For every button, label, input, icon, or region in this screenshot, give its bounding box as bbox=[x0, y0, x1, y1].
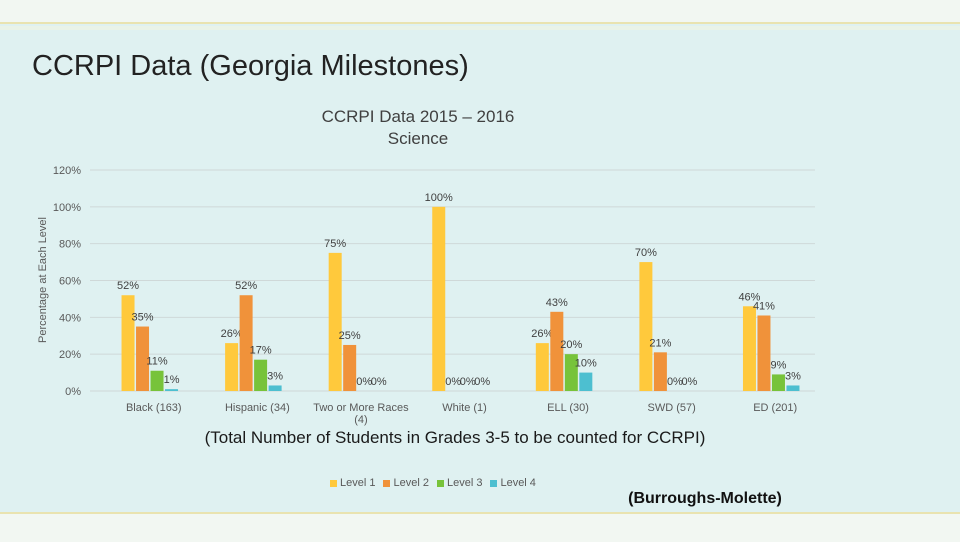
bar-level-1 bbox=[535, 343, 549, 391]
bar-level-3 bbox=[564, 354, 578, 391]
x-tick-label: Black (163) bbox=[126, 402, 182, 414]
y-tick-label: 80% bbox=[59, 239, 81, 251]
data-label: 3% bbox=[267, 370, 283, 382]
data-label: 35% bbox=[132, 312, 154, 324]
bar-level-1 bbox=[742, 306, 756, 391]
x-tick-label: White (1) bbox=[442, 402, 487, 414]
x-tick-label: SWD (57) bbox=[648, 402, 696, 414]
bar-level-3 bbox=[771, 374, 785, 391]
y-tick-label: 60% bbox=[59, 276, 81, 288]
legend-label: Level 1 bbox=[340, 477, 376, 489]
legend-item: Level 3 bbox=[436, 477, 483, 489]
bar-level-4 bbox=[579, 372, 593, 391]
legend-swatch bbox=[383, 479, 391, 487]
bar-level-3 bbox=[150, 370, 164, 391]
bottom-decorative-band bbox=[0, 512, 960, 542]
data-label: 0% bbox=[681, 376, 697, 388]
bar-level-2 bbox=[757, 315, 771, 391]
data-label: 11% bbox=[146, 356, 167, 368]
data-label: 1% bbox=[164, 374, 180, 386]
bar-level-2 bbox=[239, 295, 253, 391]
legend-label: Level 2 bbox=[393, 477, 429, 489]
y-tick-label: 100% bbox=[53, 202, 81, 214]
data-label: 0% bbox=[445, 376, 461, 388]
legend-label: Level 3 bbox=[446, 477, 483, 489]
y-axis-label: Percentage at Each Level bbox=[37, 217, 49, 343]
bar-level-4 bbox=[268, 385, 282, 391]
data-label: 70% bbox=[635, 247, 657, 259]
x-tick-label: Hispanic (34) bbox=[225, 402, 290, 414]
data-label: 0% bbox=[356, 376, 372, 388]
x-tick-label: ED (201) bbox=[753, 402, 797, 414]
x-tick-label: Two or More Races bbox=[313, 402, 409, 414]
data-label: 26% bbox=[531, 328, 553, 340]
chart-footnote: (Total Number of Students in Grades 3-5 … bbox=[204, 428, 706, 447]
data-label: 26% bbox=[221, 328, 243, 340]
data-label: 41% bbox=[753, 300, 775, 312]
legend-item: Level 4 bbox=[490, 477, 536, 489]
bar-level-4 bbox=[165, 389, 179, 391]
data-label: 43% bbox=[546, 297, 568, 309]
bar-level-2 bbox=[550, 311, 564, 391]
data-label: 21% bbox=[649, 337, 671, 349]
data-label: 0% bbox=[667, 376, 683, 388]
data-label: 10% bbox=[575, 358, 597, 370]
bar-level-1 bbox=[432, 206, 446, 391]
legend-item: Level 2 bbox=[383, 477, 429, 489]
x-tick-label: (4) bbox=[354, 414, 367, 426]
bar-level-4 bbox=[786, 385, 800, 391]
data-label: 0% bbox=[371, 376, 387, 388]
chart-title-line2: Science bbox=[387, 129, 449, 148]
chart-legend: Level 1 Level 2 Level 3 Level 4 bbox=[330, 477, 536, 489]
y-tick-label: 0% bbox=[65, 386, 81, 398]
data-label: 52% bbox=[117, 280, 139, 292]
slide-title: CCRPI Data (Georgia Milestones) bbox=[32, 50, 469, 82]
data-label: 25% bbox=[339, 330, 361, 342]
legend-swatch bbox=[330, 479, 337, 487]
bar-level-1 bbox=[225, 343, 239, 391]
data-label: 9% bbox=[771, 359, 787, 371]
y-tick-label: 20% bbox=[59, 349, 81, 361]
bar-level-1 bbox=[639, 262, 653, 391]
legend-swatch bbox=[436, 479, 444, 487]
bar-level-2 bbox=[343, 344, 357, 391]
bar-level-1 bbox=[328, 252, 342, 391]
data-label: 75% bbox=[324, 238, 346, 250]
bar-level-2 bbox=[136, 326, 150, 391]
legend-swatch bbox=[490, 479, 498, 487]
credit-text: (Burroughs-Molette) bbox=[628, 490, 782, 507]
x-tick-label: ELL (30) bbox=[547, 402, 589, 414]
top-decorative-band bbox=[0, 0, 960, 30]
data-label: 17% bbox=[250, 345, 272, 357]
data-label: 20% bbox=[560, 339, 582, 351]
y-tick-label: 120% bbox=[53, 165, 81, 177]
bar-level-2 bbox=[653, 352, 667, 391]
data-label: 0% bbox=[474, 376, 490, 388]
data-label: 3% bbox=[785, 370, 801, 382]
bar-level-3 bbox=[254, 359, 268, 391]
y-tick-label: 40% bbox=[59, 312, 81, 324]
chart-title-line1: CCRPI Data 2015 – 2016 bbox=[321, 107, 515, 126]
bar-level-1 bbox=[121, 295, 135, 391]
data-label: 52% bbox=[235, 280, 257, 292]
data-label: 100% bbox=[425, 192, 453, 204]
legend-item: Level 1 bbox=[330, 477, 375, 489]
legend-label: Level 4 bbox=[500, 477, 536, 489]
data-label: 0% bbox=[460, 376, 476, 388]
data-label: 46% bbox=[738, 291, 760, 303]
chart-title: CCRPI Data 2015 – 2016 Science bbox=[268, 106, 568, 150]
